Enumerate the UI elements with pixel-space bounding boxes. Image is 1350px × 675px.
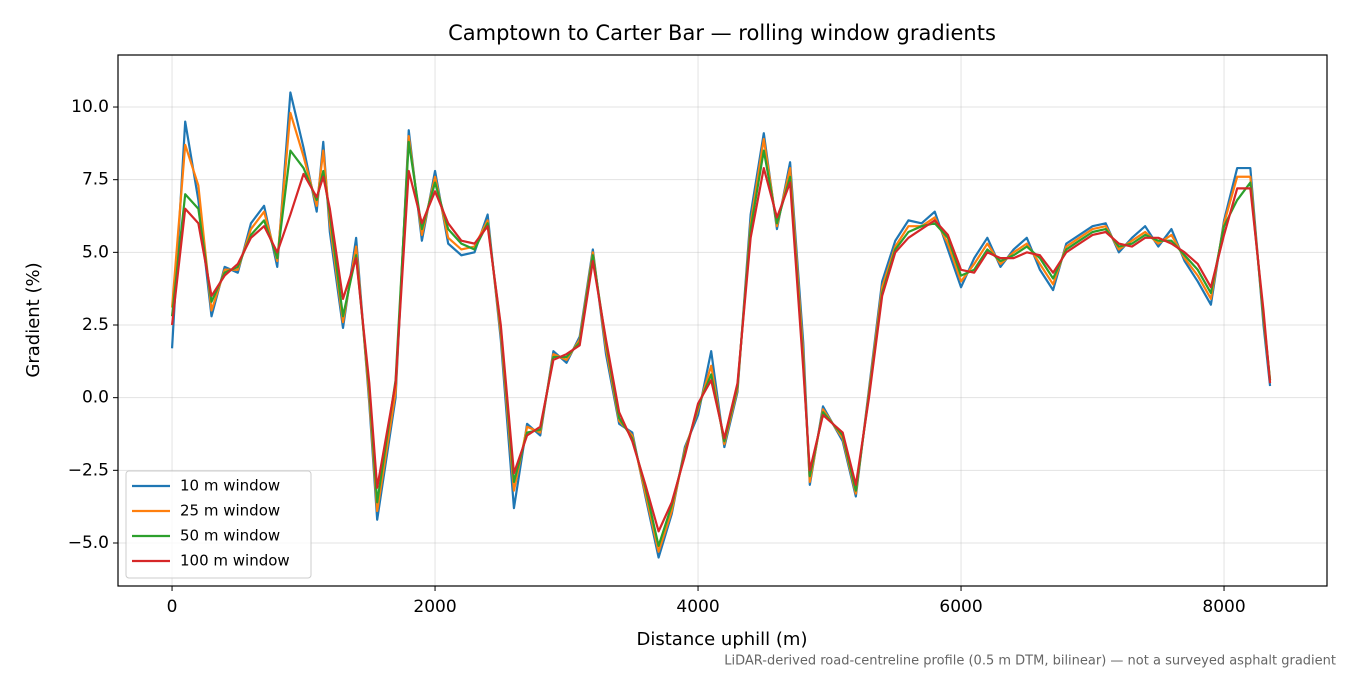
legend-box — [125, 470, 312, 579]
y-tick-label: 0.0 — [82, 388, 109, 408]
y-tick-label: 2.5 — [82, 315, 109, 335]
x-tick-label: 2000 — [413, 597, 456, 617]
series-line — [170, 166, 1272, 533]
y-axis-label: Gradient (%) — [23, 262, 44, 377]
x-tick-label: 4000 — [676, 597, 719, 617]
x-tick-label: 8000 — [1202, 597, 1245, 617]
y-tick-label: −5.0 — [68, 533, 109, 553]
legend-label: 50 m window — [180, 527, 280, 545]
y-tick-label: 10.0 — [71, 97, 109, 117]
x-tick-label: 6000 — [939, 597, 982, 617]
legend-label: 100 m window — [180, 552, 290, 570]
footnote: LiDAR-derived road-centreline profile (0… — [724, 654, 1336, 669]
plot-frame — [117, 54, 1328, 587]
legend-label: 10 m window — [180, 477, 280, 495]
y-tick-label: −2.5 — [68, 460, 109, 480]
legend-label: 25 m window — [180, 502, 280, 520]
x-tick-label: 0 — [167, 597, 178, 617]
y-tick-label: 5.0 — [82, 242, 109, 262]
x-axis-label: Distance uphill (m) — [637, 629, 808, 650]
chart-title: Camptown to Carter Bar — rolling window … — [448, 21, 996, 45]
y-tick-label: 7.5 — [82, 170, 109, 190]
